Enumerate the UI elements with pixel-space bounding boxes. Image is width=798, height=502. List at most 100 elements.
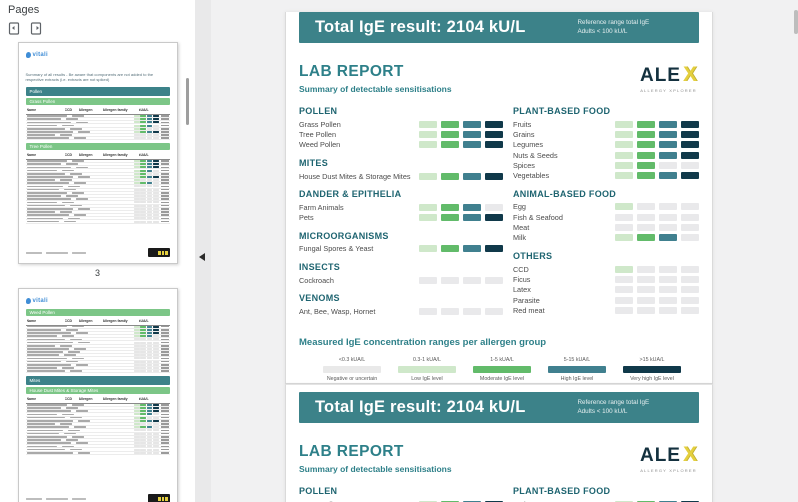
mini-level-squares [134,124,159,127]
allergen-group-title: MITES [299,157,329,168]
thumbnail-page-number: 3 [94,268,100,278]
mini-level-squares [134,325,159,328]
allergen-label: Tree Pollen [299,129,337,139]
ige-level-indicator [615,213,699,221]
allergen-row: Fungal Spores & Yeast [299,244,503,254]
allergen-label: Spices [513,160,535,170]
allergen-group: DANDER & EPITHELIA Farm Animals Pets [299,189,503,223]
allergen-label: CCD [513,264,529,274]
legend-title: Measured IgE concentration ranges per al… [299,336,547,348]
ige-level-square [637,286,655,294]
ige-level-square [659,224,677,232]
allergen-label: Cockroach [299,275,334,285]
section-header-bar: Grass Pollen [25,98,170,106]
ige-level-indicator [419,500,503,502]
ige-level-square [681,203,699,211]
allergen-row: Grass Pollen [299,119,503,129]
ige-level-square [441,500,459,502]
document-viewer: Total IgE result: 2104 kU/L Reference ra… [211,0,798,502]
ige-level-square [681,161,699,169]
allergen-group-title: OTHERS [513,250,553,261]
main-scrollbar[interactable] [794,10,798,34]
mini-table-row [25,367,170,371]
page-thumbnail-3[interactable]: vitali Summary of all results - Be aware … [17,42,178,264]
ige-level-square [615,234,633,242]
ige-level-indicator [615,286,699,294]
ige-level-square [419,308,437,316]
ige-level-square [659,500,677,502]
mini-level-squares [134,182,159,185]
mini-level-squares [134,214,159,217]
sidebar-splitter[interactable] [195,0,211,502]
ige-level-square [637,224,655,232]
vitali-brand: vitali [32,297,48,304]
ige-level-square [637,203,655,211]
mini-level-squares [134,198,159,201]
ige-level-square [681,141,699,149]
ige-level-square [463,308,481,316]
ige-level-square [485,308,503,316]
mini-level-squares [134,188,159,191]
ige-level-square [419,141,437,149]
allergen-label: Milk [513,233,526,243]
sidebar-scrollbar[interactable] [186,78,189,125]
summary-intro-text: Summary of all results - Be aware that c… [25,72,154,83]
legend-swatch [398,365,456,373]
section-header-bar: Tree Pollen [25,143,170,151]
mini-level-squares [134,448,159,451]
rotate-page-left-icon[interactable] [8,22,21,35]
mini-table-row [25,435,170,439]
ige-level-square [441,308,459,316]
legend-swatch [623,365,681,373]
mini-table-row [25,451,170,455]
mini-table-row [25,448,170,452]
total-ige-result: Total IgE result: 2104 kU/L [315,18,526,36]
mini-table-row [25,328,170,332]
allergen-row: Red meat [513,305,699,315]
rotate-page-right-icon[interactable] [30,22,43,35]
vitali-drop-icon [25,297,31,304]
allergen-label: Nuts & Seeds [513,150,558,160]
ige-level-square [637,500,655,502]
mini-table-header: Name CCD Allergen Allergen family kUA/L [25,396,170,404]
ige-level-square [637,213,655,221]
ige-level-square [659,296,677,304]
alex-logo-tagline: ALLERGY XPLORER [640,468,697,473]
report-page-2: Total IgE result: 2104 kU/L Reference ra… [285,384,713,502]
ige-level-square [419,500,437,502]
mini-level-squares [134,331,159,334]
ige-level-square [419,120,437,128]
mini-level-squares [134,360,159,363]
allergen-group-title: INSECTS [299,262,341,273]
mini-level-squares [134,134,159,137]
sidebar-collapse-icon[interactable] [199,253,205,261]
report-header: LAB REPORT Summary of detectable sensiti… [299,443,699,474]
allergen-group: VENOMS Ant, Bee, Wasp, Hornet [299,293,503,316]
ige-level-square [659,161,677,169]
ige-level-square [681,286,699,294]
mini-level-squares [134,451,159,454]
ige-level-square [615,265,633,273]
ige-level-square [637,130,655,138]
legend-swatch [473,365,531,373]
ige-level-square [615,213,633,221]
ige-level-square [441,172,459,180]
allergen-mini-table: Name CCD Allergen Allergen family kUA/L [25,152,170,224]
mini-level-squares [134,204,159,207]
mini-level-squares [134,419,159,422]
allergen-row: Grass Pollen [299,499,503,502]
mini-table-row [25,338,170,342]
mini-level-squares [134,357,159,360]
legend-entry: <0.3 kUA/L Negative or uncertain [323,357,381,382]
mini-table-row [25,341,170,345]
page-thumbnail-4[interactable]: vitali Weed Pollen Name CCD Allergen Allergen… [17,288,178,502]
ige-level-indicator [615,265,699,273]
ige-level-square [659,213,677,221]
allergen-label: Ficus [513,274,531,284]
mini-table-row [25,114,170,119]
mini-table-header: Name CCD Allergen Allergen family kUA/L [25,107,170,115]
ige-level-square [615,500,633,502]
pages-panel-header: Pages [0,0,195,35]
